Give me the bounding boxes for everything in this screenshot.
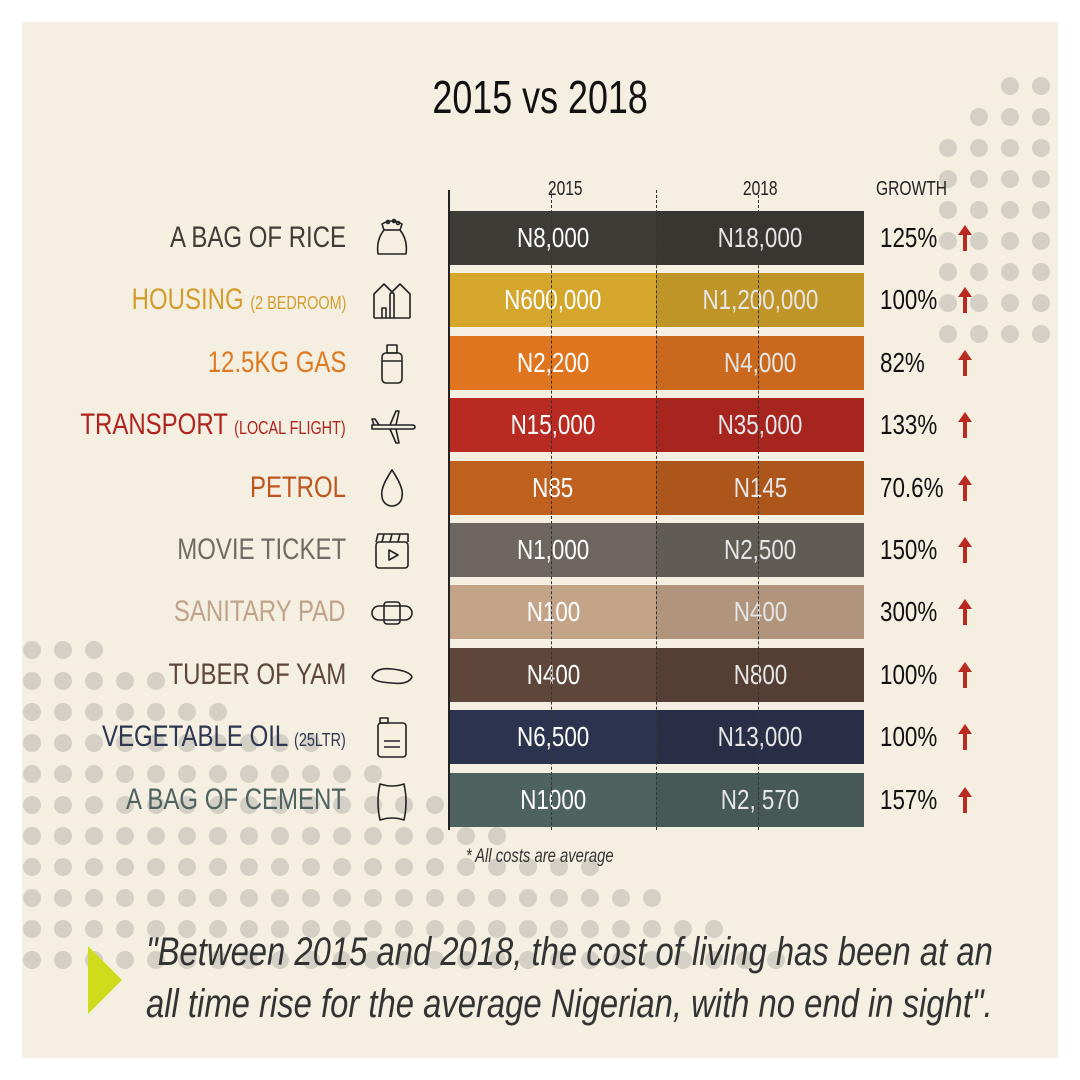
sanitary-pad-icon [371, 601, 413, 625]
value-2015: N15,000 [450, 398, 656, 452]
up-arrow-icon [958, 475, 972, 501]
value-2015: N400 [450, 648, 656, 702]
table-row: PETROL N85 N145 70.6% [22, 461, 1058, 515]
divider-dashed-2018 [758, 190, 759, 830]
row-label-text: TRANSPORT [80, 408, 228, 441]
row-label-text: VEGETABLE OIL [102, 720, 288, 753]
drop-icon [380, 469, 404, 507]
row-label: HOUSING (2 BEDROOM) [131, 273, 346, 327]
column-header-growth: GROWTH [876, 178, 948, 200]
cement-bag-icon [377, 783, 407, 821]
table-row: TRANSPORT (LOCAL FLIGHT) N15,000 N35,000 13… [22, 398, 1058, 452]
yam-icon [371, 667, 413, 685]
divider-dashed-mid [656, 190, 657, 830]
row-label-sub: (25LTR) [294, 730, 346, 750]
row-label-sub: (LOCAL FLIGHT) [234, 418, 346, 438]
table-row: A BAG OF CEMENT N1000 N2, 570 157% [22, 773, 1058, 827]
value-2018: N2,500 [656, 523, 864, 577]
value-2015: N100 [450, 585, 656, 639]
growth-value: 70.6% [880, 472, 944, 503]
value-2015: N1000 [450, 773, 656, 827]
up-arrow-icon [958, 350, 972, 376]
table-row: SANITARY PAD N100 N400 300% [22, 585, 1058, 639]
footnote: * All costs are average [466, 846, 614, 867]
value-2015: N6,500 [450, 710, 656, 764]
value-2015: N8,000 [450, 211, 656, 265]
growth-value: 300% [880, 596, 938, 627]
column-header-2015: 2015 [547, 178, 583, 200]
infographic-card: 2015 vs 2018 2015 2018 GROWTH A BAG OF R… [22, 22, 1058, 1058]
jerrycan-icon [377, 717, 407, 758]
rice-bag-icon [376, 218, 408, 255]
value-2018: N18,000 [656, 211, 864, 265]
gas-cylinder-icon [381, 344, 403, 384]
row-label: SANITARY PAD [174, 585, 346, 639]
row-label: TUBER OF YAM [168, 648, 346, 702]
axis-line [448, 190, 450, 830]
value-2018: N2, 570 [656, 773, 864, 827]
table-row: VEGETABLE OIL (25LTR) N6,500 N13,000 100% [22, 710, 1058, 764]
row-label: PETROL [250, 461, 346, 515]
row-label-text: A BAG OF CEMENT [125, 783, 346, 816]
growth-value: 100% [880, 721, 938, 752]
page-title: 2015 vs 2018 [432, 71, 648, 123]
up-arrow-icon [958, 787, 972, 813]
row-label-text: HOUSING [131, 283, 244, 316]
row-label-text: PETROL [249, 471, 346, 504]
table-row: 12.5KG GAS N2,200 N4,000 82% [22, 336, 1058, 390]
value-2018: N800 [656, 648, 864, 702]
dot-pattern [23, 77, 1050, 969]
airplane-icon [371, 410, 416, 444]
value-2015: N1,000 [450, 523, 656, 577]
row-label-text: TUBER OF YAM [168, 658, 346, 691]
value-2015: N85 [450, 461, 656, 515]
value-2015: N600,000 [450, 273, 656, 327]
up-arrow-icon [958, 599, 972, 625]
up-arrow-icon [958, 287, 972, 313]
row-label: 12.5KG GAS [207, 336, 346, 390]
value-2018: N4,000 [656, 336, 864, 390]
up-arrow-icon [958, 662, 972, 688]
value-2018: N35,000 [656, 398, 864, 452]
table-row: A BAG OF RICE N8,000 N18,000 125% [22, 211, 1058, 265]
quote-line-1: "Between 2015 and 2018, the cost of livi… [146, 930, 993, 974]
up-arrow-icon [958, 537, 972, 563]
row-label: TRANSPORT (LOCAL FLIGHT) [81, 398, 346, 452]
row-label-sub: (2 BEDROOM) [249, 293, 346, 313]
clapperboard-icon [375, 533, 409, 569]
row-label: A BAG OF CEMENT [126, 773, 346, 827]
row-label-text: A BAG OF RICE [169, 221, 346, 254]
up-arrow-icon [958, 225, 972, 251]
growth-value: 133% [880, 409, 938, 440]
growth-value: 150% [880, 534, 938, 565]
row-label-text: SANITARY PAD [174, 595, 346, 628]
row-label: A BAG OF RICE [170, 211, 346, 265]
row-label-text: MOVIE TICKET [177, 533, 346, 566]
growth-value: 125% [880, 222, 938, 253]
growth-value: 157% [880, 784, 938, 815]
house-icon [373, 283, 411, 319]
value-2018: N1,200,000 [656, 273, 864, 327]
up-arrow-icon [958, 724, 972, 750]
value-2015: N2,200 [450, 336, 656, 390]
value-2018: N13,000 [656, 710, 864, 764]
growth-value: 82% [880, 347, 925, 378]
table-row: MOVIE TICKET N1,000 N2,500 150% [22, 523, 1058, 577]
table-row: HOUSING (2 BEDROOM) N600,000 N1,200,000 100… [22, 273, 1058, 327]
growth-value: 100% [880, 284, 938, 315]
column-header-2018: 2018 [742, 178, 778, 200]
growth-value: 100% [880, 659, 938, 690]
accent-triangle-icon [88, 946, 122, 1014]
row-label: VEGETABLE OIL (25LTR) [102, 710, 346, 764]
row-label-text: 12.5KG GAS [207, 346, 346, 379]
value-2018: N400 [656, 585, 864, 639]
up-arrow-icon [958, 412, 972, 438]
row-label: MOVIE TICKET [177, 523, 346, 577]
divider-dashed-2015 [551, 190, 552, 830]
quote-line-2: all time rise for the average Nigerian, … [146, 982, 993, 1026]
table-row: TUBER OF YAM N400 N800 100% [22, 648, 1058, 702]
quote: "Between 2015 and 2018, the cost of livi… [146, 926, 993, 1030]
value-2018: N145 [656, 461, 864, 515]
